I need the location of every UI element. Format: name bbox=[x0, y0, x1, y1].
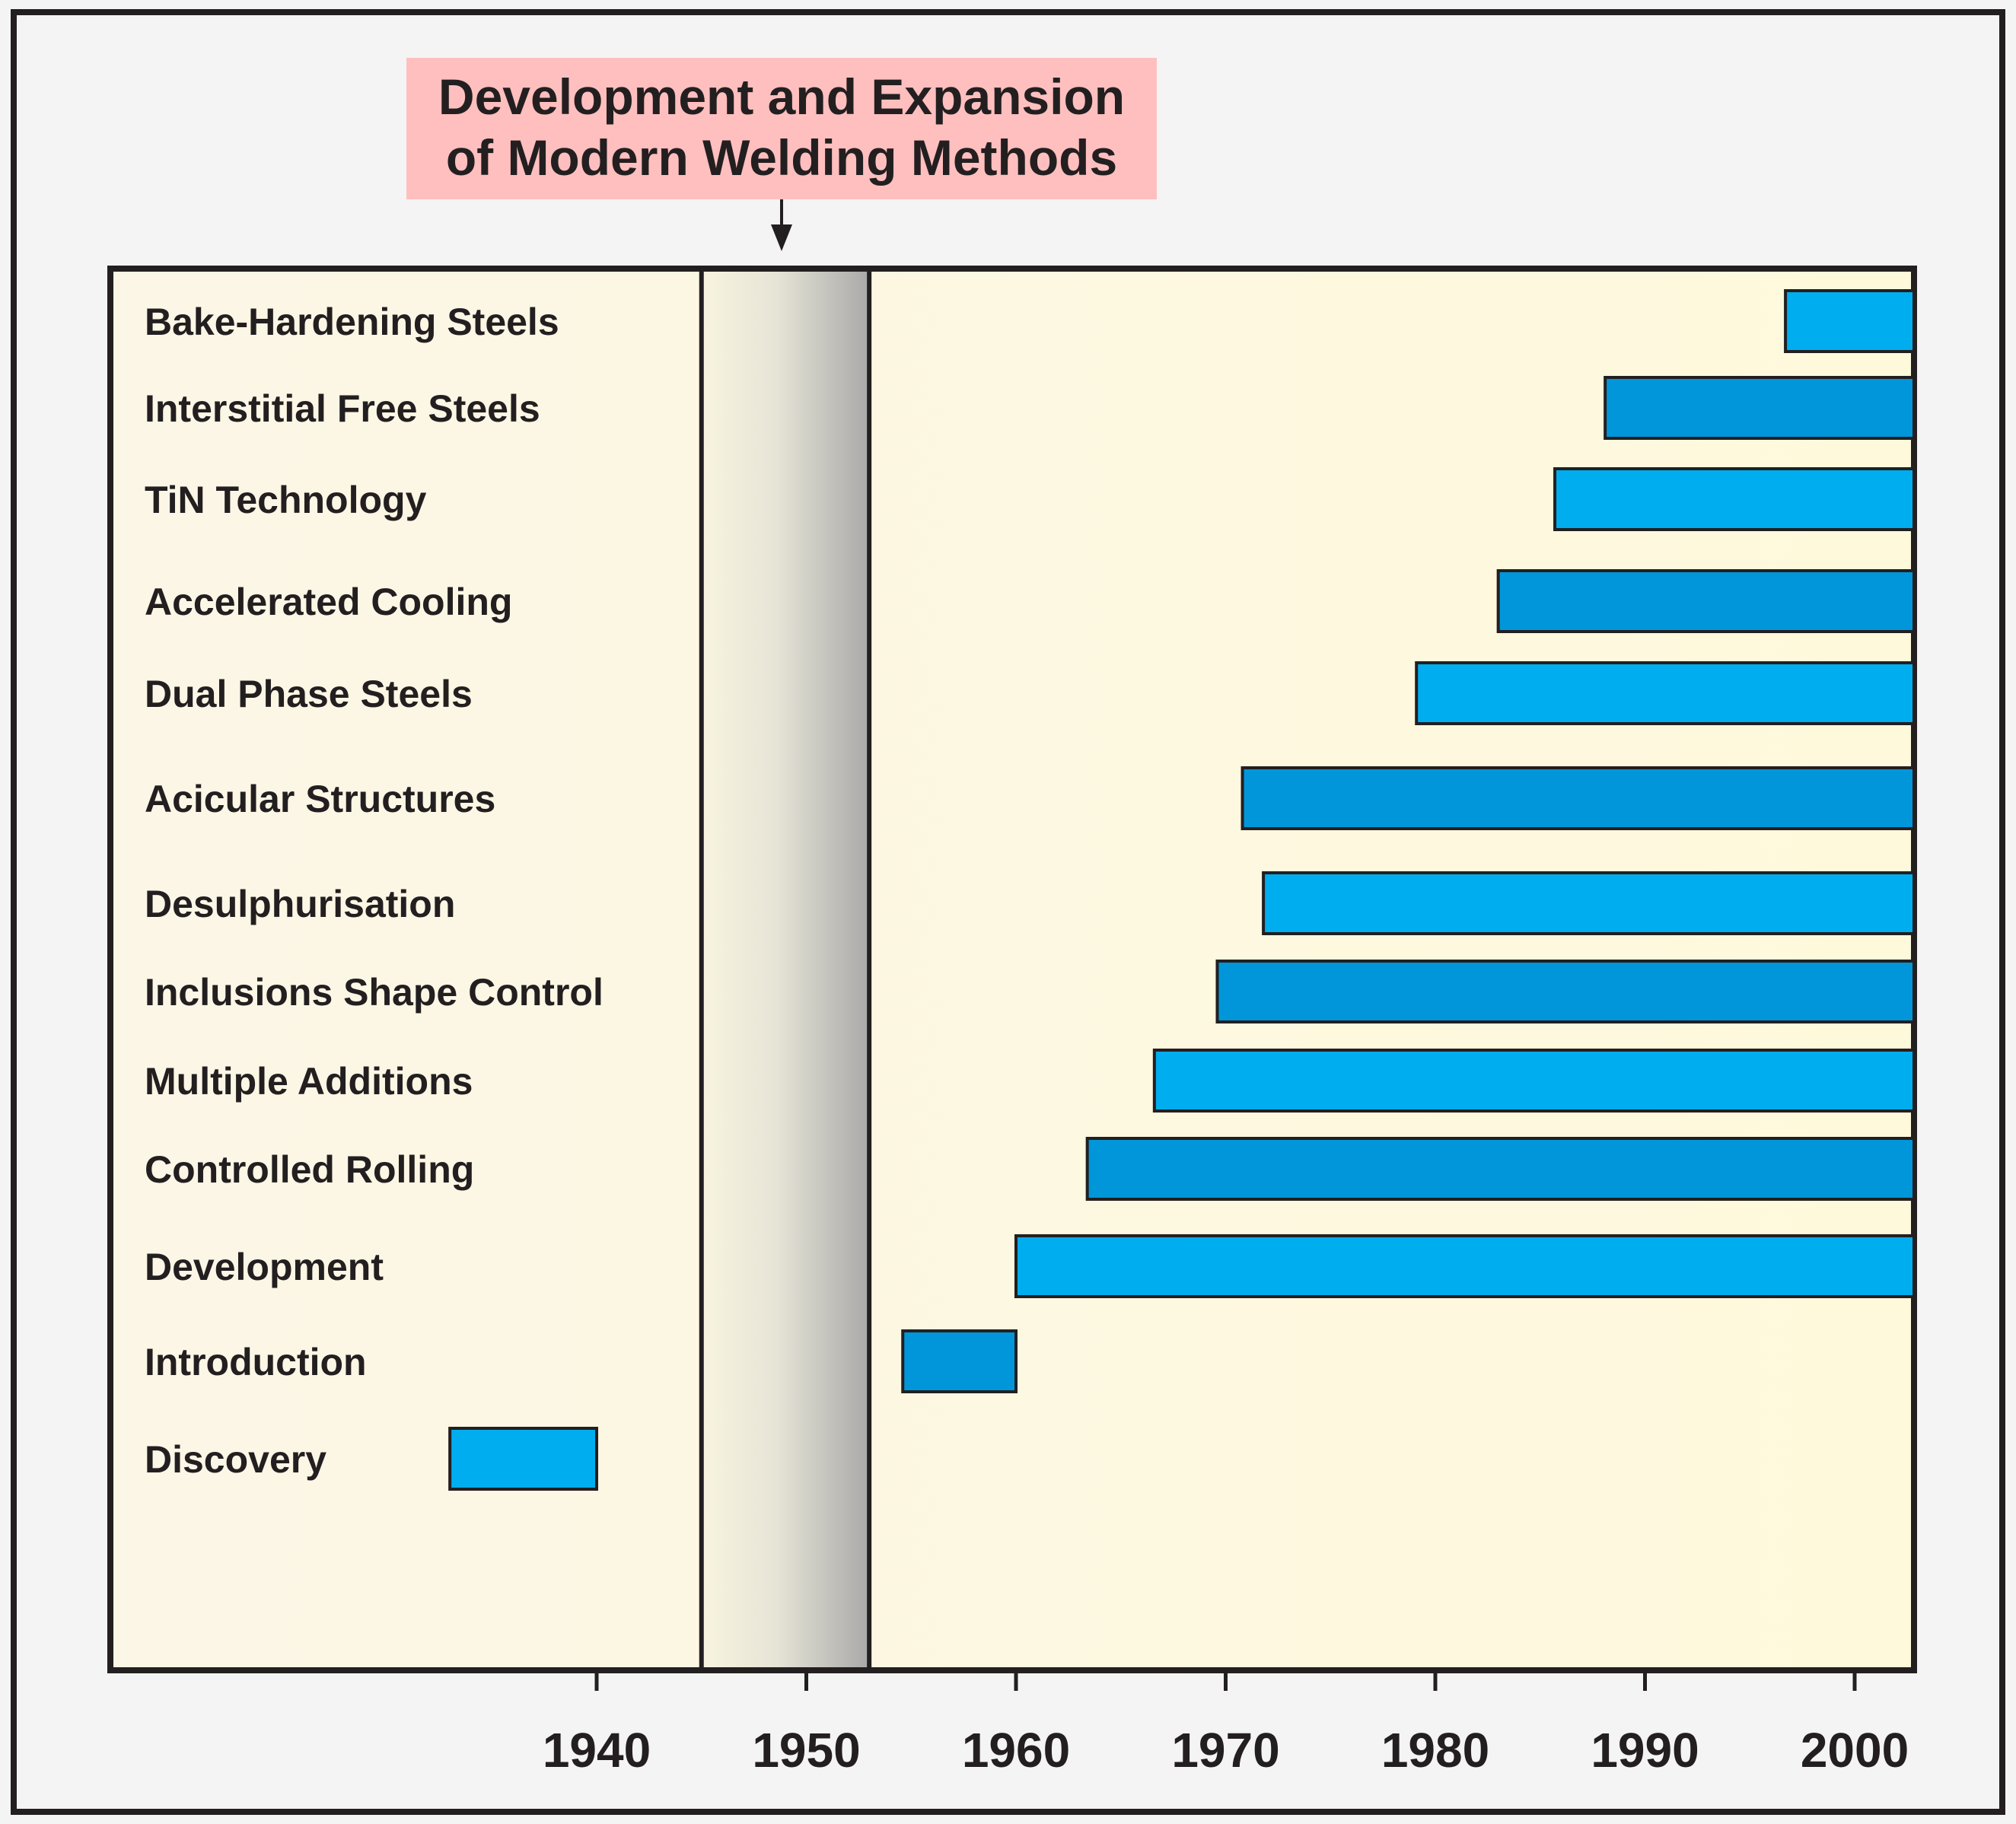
x-tick-label: 2000 bbox=[1801, 1723, 1909, 1778]
x-tick-label: 1980 bbox=[1381, 1723, 1489, 1778]
category-label: Interstitial Free Steels bbox=[145, 387, 540, 430]
bar bbox=[1240, 766, 1916, 830]
bar bbox=[1496, 569, 1916, 633]
title-background bbox=[406, 58, 1157, 199]
category-label: TiN Technology bbox=[145, 479, 427, 521]
title-box: Development and Expansion of Modern Weld… bbox=[406, 58, 1157, 251]
bar bbox=[448, 1427, 599, 1491]
category-label: Discovery bbox=[145, 1438, 326, 1481]
category-label: Multiple Additions bbox=[145, 1060, 473, 1103]
x-axis: 1940 1950 1960 1970 1980 1990 2000 bbox=[543, 1670, 1909, 1778]
category-label: Controlled Rolling bbox=[145, 1148, 474, 1191]
x-tick-label: 1970 bbox=[1171, 1723, 1279, 1778]
category-label: Inclusions Shape Control bbox=[145, 971, 604, 1014]
x-tick-label: 1960 bbox=[962, 1723, 1070, 1778]
category-label: Accelerated Cooling bbox=[145, 581, 512, 623]
title-arrow-head bbox=[771, 224, 792, 251]
x-tick-label: 1990 bbox=[1591, 1723, 1699, 1778]
category-label: Development bbox=[145, 1246, 384, 1288]
bar bbox=[1415, 661, 1916, 725]
x-tick-label: 1940 bbox=[543, 1723, 651, 1778]
bar bbox=[1604, 376, 1916, 440]
category-label: Desulphurisation bbox=[145, 883, 455, 925]
category-label: Acicular Structures bbox=[145, 778, 495, 820]
category-label: Dual Phase Steels bbox=[145, 673, 473, 715]
bar bbox=[1085, 1137, 1916, 1201]
bar bbox=[901, 1329, 1018, 1393]
bar bbox=[1215, 960, 1916, 1023]
bar bbox=[1553, 467, 1916, 531]
category-label: Introduction bbox=[145, 1341, 367, 1383]
x-tick-label: 1950 bbox=[752, 1723, 860, 1778]
bar bbox=[1152, 1049, 1916, 1113]
category-label: Bake-Hardening Steels bbox=[145, 301, 559, 343]
highlight-band bbox=[699, 266, 872, 1673]
bar bbox=[1784, 289, 1916, 353]
bar bbox=[1262, 871, 1916, 935]
chart-title-line-1: Development and Expansion bbox=[438, 68, 1125, 125]
chart-title-line-2: of Modern Welding Methods bbox=[446, 129, 1117, 186]
bar bbox=[1014, 1234, 1916, 1298]
bars-layer: Bake-Hardening Steels Interstitial Free S… bbox=[145, 289, 1916, 1491]
